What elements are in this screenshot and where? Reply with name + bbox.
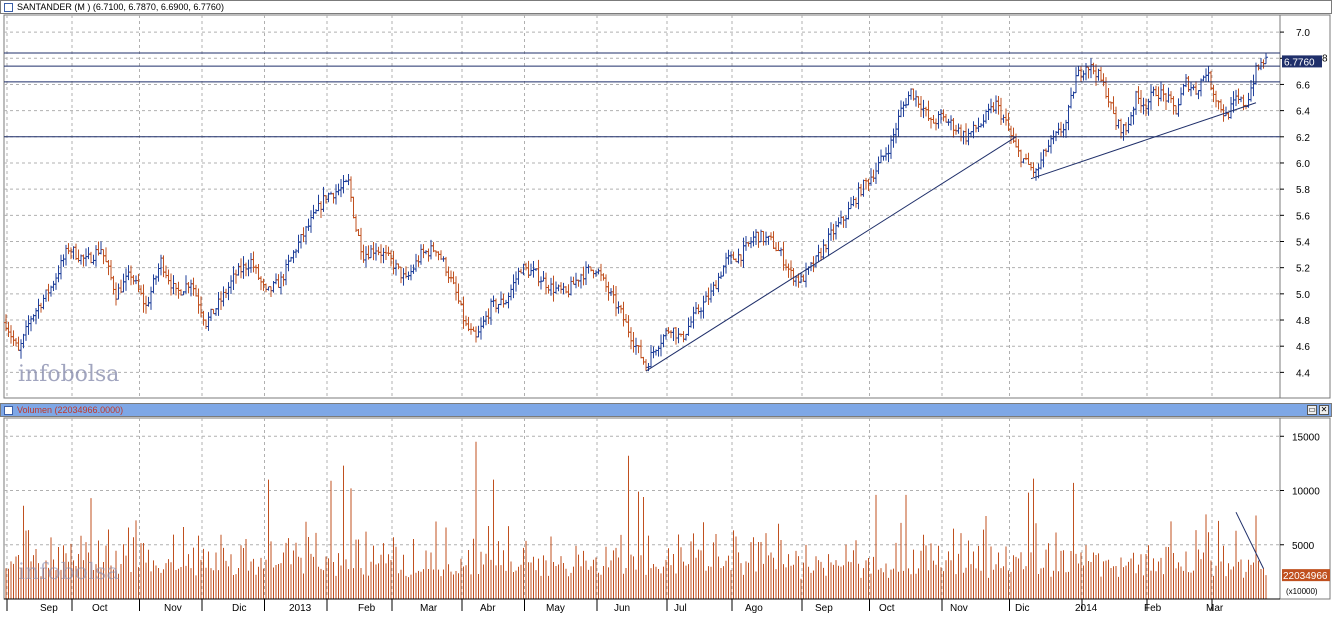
x-axis-month-label: May xyxy=(546,603,565,614)
volume-y-axis xyxy=(1279,417,1331,600)
x-axis-month-label: Sep xyxy=(815,603,833,614)
x-axis-month-label: Jul xyxy=(674,603,687,614)
price-plot-area xyxy=(3,14,1281,399)
last-price-partial-tick: 8 xyxy=(1322,53,1328,64)
watermark-logo: infobolsa xyxy=(18,362,119,387)
volume-y-tick-label: 15000 xyxy=(1292,432,1320,443)
x-axis-month-label: Feb xyxy=(358,603,376,614)
volume-trendline xyxy=(1235,511,1264,569)
x-axis-month-label: Mar xyxy=(420,603,438,614)
volume-plot-area xyxy=(3,417,1281,600)
x-axis-month-label: 2014 xyxy=(1075,603,1098,614)
volume-pane-title: Volumen (22034966.0000) xyxy=(17,405,124,415)
price-y-tick-label: 5.6 xyxy=(1296,211,1310,222)
volume-y-tick-label: 5000 xyxy=(1292,541,1315,552)
price-y-tick-label: 4.8 xyxy=(1296,316,1310,327)
pane-icon xyxy=(4,2,13,12)
trendline xyxy=(1030,102,1257,180)
price-y-tick-label: 4.6 xyxy=(1296,342,1310,353)
last-price-label: 6.7760 xyxy=(1284,57,1315,68)
last-price-marker xyxy=(1282,55,1322,68)
x-axis-month-label: Nov xyxy=(950,603,968,614)
price-y-tick-label: 6.0 xyxy=(1296,159,1310,170)
x-axis-month-label: Mar xyxy=(1206,603,1224,614)
price-pane-header: SANTANDER (M ) (6.7100, 6.7870, 6.6900, … xyxy=(0,0,1332,14)
price-y-tick-label: 5.4 xyxy=(1296,237,1310,248)
price-y-tick-label: 5.2 xyxy=(1296,264,1310,275)
price-y-tick-label: 6.2 xyxy=(1296,133,1310,144)
x-axis-month-label: Sep xyxy=(40,603,58,614)
price-pane-title: SANTANDER (M ) (6.7100, 6.7870, 6.6900, … xyxy=(17,2,224,12)
x-axis-month-label: Jun xyxy=(614,603,630,614)
price-y-tick-label: 5.0 xyxy=(1296,290,1310,301)
last-volume-label: 22034966 xyxy=(1283,571,1328,582)
x-axis-month-label: Feb xyxy=(1144,603,1162,614)
x-axis-month-label: Oct xyxy=(879,603,895,614)
pane-icon xyxy=(4,405,13,415)
x-axis-month-label: Dic xyxy=(232,603,246,614)
price-y-tick-label: 6.4 xyxy=(1296,107,1310,118)
x-axis-month-label: Abr xyxy=(480,603,496,614)
price-y-tick-label: 6.6 xyxy=(1296,80,1310,91)
volume-bars-group xyxy=(5,441,1267,599)
x-axis-month-label: Dic xyxy=(1015,603,1029,614)
volume-y-tick-label: 10000 xyxy=(1292,487,1320,498)
watermark-logo: infobolsa xyxy=(18,560,119,585)
x-axis-month-label: Ago xyxy=(745,603,763,614)
x-axis-month-label: Nov xyxy=(164,603,182,614)
price-y-axis xyxy=(1279,14,1331,399)
volume-pane-header: Volumen (22034966.0000) ▭ ✕ xyxy=(0,403,1332,417)
last-volume-marker xyxy=(1282,569,1330,582)
price-y-tick-label: 7.0 xyxy=(1296,28,1310,39)
restore-pane-button[interactable]: ▭ xyxy=(1307,405,1317,415)
volume-scale-note: (x10000) xyxy=(1286,587,1318,596)
price-y-tick-label: 5.8 xyxy=(1296,185,1310,196)
x-axis-month-label: 2013 xyxy=(289,603,312,614)
close-pane-button[interactable]: ✕ xyxy=(1319,405,1329,415)
x-axis-month-label: Oct xyxy=(92,603,108,614)
trendline xyxy=(645,136,1017,372)
price-y-tick-label: 4.4 xyxy=(1296,368,1310,379)
